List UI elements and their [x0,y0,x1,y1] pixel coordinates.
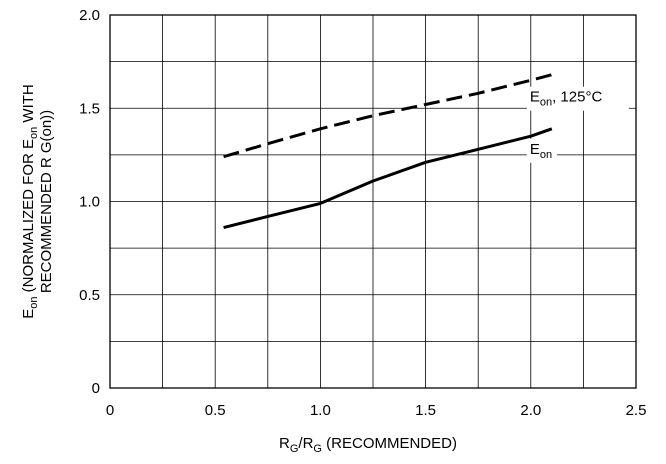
series-line-eon [223,127,553,230]
grid [109,14,637,389]
tick-labels: 0 0.5 1.0 1.5 2.0 2.5 0 0.5 1.0 1.5 2.0 [79,7,646,419]
series-label-background [526,86,629,111]
y-tick-label: 1.0 [79,194,100,211]
y-tick-label: 1.5 [79,100,100,117]
x-axis-label: RG/RG (RECOMMENDED) [279,435,457,455]
series-line-eon-125c [223,73,553,159]
y-axis-label-line2: RECOMMENDED R G(on)) [38,110,55,293]
y-tick-label: 2.0 [79,7,100,24]
series-group: Eon, 125°C Eon [223,73,629,230]
x-tick-label: 2.5 [626,402,647,419]
y-tick-label: 0.5 [79,287,100,304]
x-tick-label: 0.5 [205,402,226,419]
x-tick-label: 0 [106,402,114,419]
series-label: Eon [530,141,552,161]
y-tick-label: 0 [92,380,100,397]
x-tick-label: 1.0 [310,402,331,419]
y-axis-label: Eon (NORMALIZED FOR Eon WITH RECOMMENDED… [20,84,55,319]
series-label: Eon, 125°C [530,89,603,109]
y-axis-label-line1: Eon (NORMALIZED FOR Eon WITH [20,84,40,319]
x-tick-label: 1.5 [415,402,436,419]
plot-frame [109,14,637,389]
x-tick-label: 2.0 [520,402,541,419]
series-label-background [526,138,557,163]
